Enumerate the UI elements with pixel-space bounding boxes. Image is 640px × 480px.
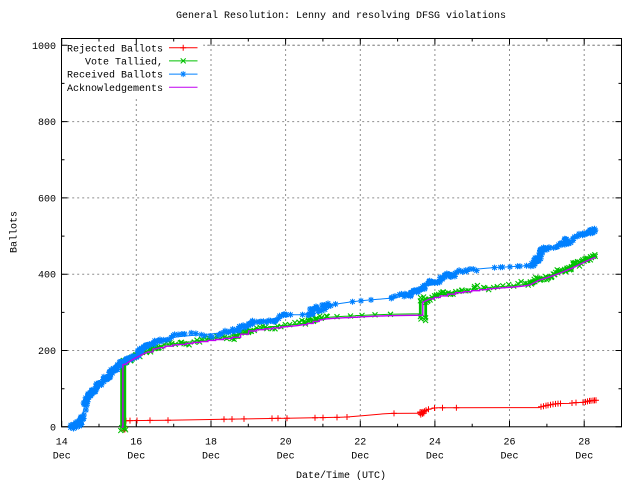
svg-text:14: 14 xyxy=(56,438,68,449)
svg-text:24: 24 xyxy=(429,438,441,449)
svg-text:Ballots: Ballots xyxy=(9,211,21,253)
svg-text:22: 22 xyxy=(354,438,366,449)
svg-text:Received Ballots: Received Ballots xyxy=(67,70,163,82)
svg-text:Dec: Dec xyxy=(53,452,71,463)
svg-text:1000: 1000 xyxy=(32,42,56,53)
svg-text:18: 18 xyxy=(205,438,217,449)
svg-text:800: 800 xyxy=(38,118,56,129)
svg-text:Dec: Dec xyxy=(575,452,593,463)
svg-text:Dec: Dec xyxy=(500,452,518,463)
svg-text:Date/Time (UTC): Date/Time (UTC) xyxy=(296,470,386,480)
svg-text:Dec: Dec xyxy=(127,452,145,463)
svg-text:16: 16 xyxy=(130,438,142,449)
svg-text:26: 26 xyxy=(503,438,515,449)
svg-text:20: 20 xyxy=(280,438,292,449)
svg-text:Dec: Dec xyxy=(202,452,220,463)
svg-text:General Resolution: Lenny and: General Resolution: Lenny and resolving … xyxy=(176,10,506,22)
svg-text:Dec: Dec xyxy=(426,452,444,463)
svg-text:28: 28 xyxy=(578,438,590,449)
svg-text:600: 600 xyxy=(38,194,56,205)
svg-text:0: 0 xyxy=(50,423,56,434)
svg-text:400: 400 xyxy=(38,271,56,282)
svg-text:Dec: Dec xyxy=(277,452,295,463)
svg-text:Dec: Dec xyxy=(351,452,369,463)
svg-text:200: 200 xyxy=(38,347,56,358)
svg-text:Rejected Ballots: Rejected Ballots xyxy=(67,43,163,55)
svg-text:Acknowledgements: Acknowledgements xyxy=(67,83,163,95)
svg-text:Vote Tallied,: Vote Tallied, xyxy=(85,57,163,69)
